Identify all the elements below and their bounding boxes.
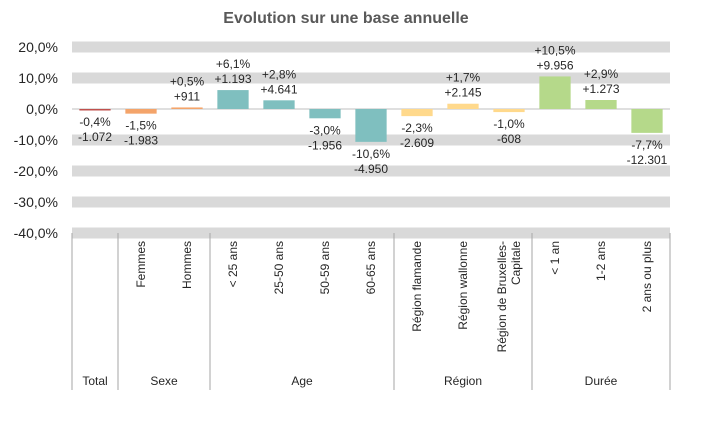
bar [171,107,203,109]
x-tick-label: 25-50 ans [272,241,286,294]
count-label: -1.983 [124,134,158,148]
x-tick-label: Hommes [180,241,194,289]
value-label: +6,1% [216,57,251,71]
count-label: -2.609 [400,136,434,150]
bar [263,100,295,109]
value-label: -7,7% [631,138,663,152]
y-tick-label: -10,0% [14,132,58,148]
bar [355,109,387,142]
x-tick-label: < 25 ans [226,241,240,287]
x-tick-label: 60-65 ans [364,241,378,294]
value-label: -10,6% [352,147,390,161]
y-tick-label: 10,0% [18,70,58,86]
bar [217,90,249,109]
group-label: Sexe [150,374,178,388]
y-tick-label: 20,0% [18,39,58,55]
x-tick-label: Région de Bruxelles-Capitale [495,241,523,353]
bar [309,109,341,119]
count-label: -1.072 [78,130,112,144]
y-tick-label: 0,0% [26,101,58,117]
count-label: -12.301 [627,153,668,167]
x-tick-label: 2 ans ou plus [640,241,654,312]
x-tick-label: Femmes [134,241,148,288]
value-label: -1,5% [125,119,157,133]
chart-title: Evolution sur une base annuelle [223,10,468,27]
y-tick-label: -20,0% [14,163,58,179]
bar [585,100,617,109]
x-tick-label: < 1 an [548,241,562,275]
x-tick-label: Région wallonne [456,241,470,330]
group-label: Région [444,374,482,388]
value-label: +0,5% [170,74,205,88]
count-label: -1.956 [308,138,342,152]
count-label: +1.193 [214,72,251,86]
value-label: +2,8% [262,67,297,81]
count-label: -4.950 [354,162,388,176]
bar [539,76,571,109]
bar [631,109,663,133]
group-label: Durée [585,374,618,388]
count-label: -608 [497,132,521,146]
bar [493,109,525,113]
count-label: +2.145 [444,86,481,100]
value-label: +10,5% [534,43,575,57]
x-tick-label: 1-2 ans [594,241,608,281]
count-label: +911 [174,89,200,103]
group-label: Age [291,374,313,388]
count-label: +4.641 [260,82,297,96]
bar [79,109,111,111]
count-label: +9.956 [536,58,573,72]
count-label: +1.273 [582,82,619,96]
group-label: Total [82,374,107,388]
y-tick-label: -40,0% [14,225,58,241]
bar [447,103,479,109]
value-label: -1,0% [493,117,525,131]
y-tick-label: -30,0% [14,194,58,210]
bar [401,109,433,117]
value-label: +2,9% [584,67,619,81]
bar [125,109,157,114]
value-label: -3,0% [309,123,341,137]
value-label: -0,4% [79,115,111,129]
value-label: +1,7% [446,71,481,85]
value-label: -2,3% [401,121,433,135]
x-tick-label: Région flamande [410,241,424,332]
x-tick-label: 50-59 ans [318,241,332,294]
